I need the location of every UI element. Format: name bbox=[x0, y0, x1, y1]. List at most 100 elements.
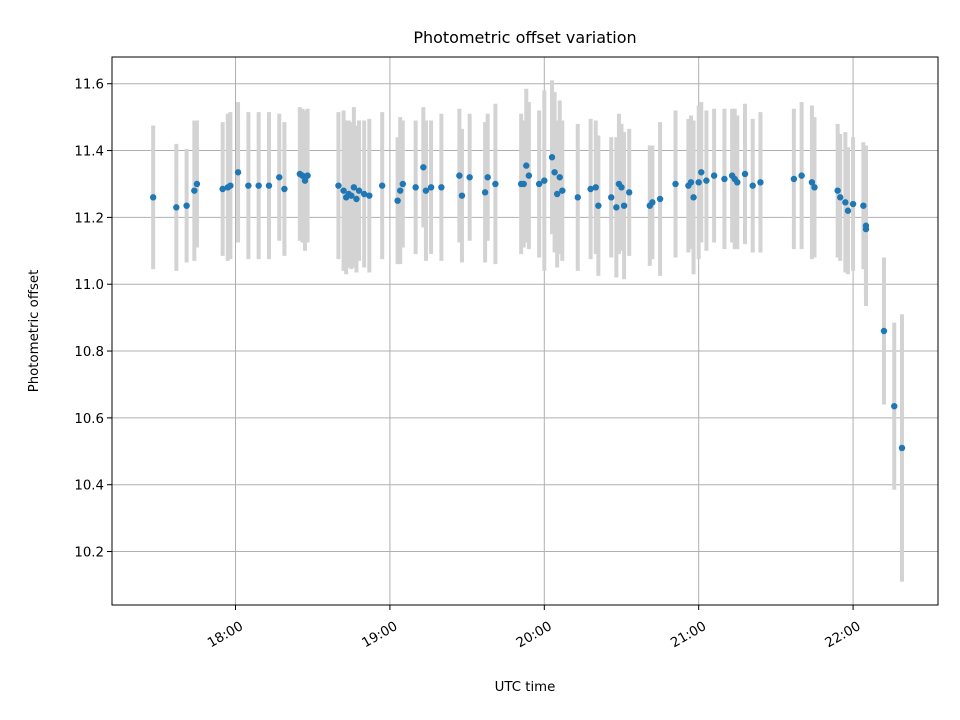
data-point bbox=[301, 177, 309, 184]
y-tick-label: 11.4 bbox=[74, 145, 104, 160]
data-point bbox=[734, 179, 741, 186]
data-point bbox=[548, 154, 556, 161]
data-point bbox=[849, 200, 857, 208]
data-point bbox=[837, 194, 844, 201]
data-point bbox=[592, 184, 599, 191]
data-point bbox=[698, 169, 705, 176]
data-point bbox=[245, 182, 252, 189]
data-point bbox=[613, 204, 620, 211]
data-point bbox=[255, 182, 262, 189]
x-axis-label: UTC time bbox=[495, 680, 556, 695]
data-point bbox=[587, 185, 594, 193]
data-point bbox=[183, 202, 190, 209]
data-point bbox=[149, 194, 157, 201]
data-point bbox=[340, 187, 347, 194]
data-point bbox=[276, 174, 283, 181]
data-point bbox=[350, 184, 358, 191]
y-axis-label: Photometric offset bbox=[27, 270, 42, 393]
data-point bbox=[860, 202, 867, 209]
y-tick-label: 10.2 bbox=[74, 546, 104, 561]
data-point bbox=[458, 192, 466, 199]
data-point bbox=[355, 187, 363, 194]
data-point bbox=[353, 195, 360, 203]
data-point bbox=[551, 169, 558, 176]
data-point bbox=[620, 202, 628, 209]
data-point bbox=[574, 194, 581, 201]
data-point bbox=[703, 177, 710, 184]
data-point bbox=[842, 199, 849, 206]
data-point bbox=[348, 192, 355, 199]
data-point bbox=[608, 194, 615, 201]
data-point bbox=[690, 194, 697, 201]
data-point bbox=[227, 182, 234, 189]
y-tick-label: 11.6 bbox=[74, 78, 104, 93]
data-point bbox=[399, 180, 406, 188]
y-tick-label: 11.2 bbox=[74, 211, 104, 226]
data-point bbox=[880, 327, 888, 335]
data-point bbox=[193, 180, 201, 188]
data-point bbox=[695, 179, 702, 186]
data-point bbox=[808, 179, 816, 186]
data-point bbox=[626, 189, 633, 196]
data-point bbox=[595, 202, 602, 209]
data-point bbox=[687, 179, 695, 186]
data-point bbox=[553, 190, 561, 198]
data-point bbox=[481, 189, 489, 196]
data-layer bbox=[149, 80, 906, 582]
data-point bbox=[525, 172, 533, 179]
data-point bbox=[412, 184, 419, 191]
plot-frame bbox=[111, 56, 939, 606]
data-point bbox=[798, 172, 805, 179]
data-point bbox=[191, 187, 198, 194]
data-point bbox=[891, 402, 898, 410]
y-tick-label: 10.8 bbox=[74, 345, 104, 360]
data-point bbox=[173, 204, 180, 211]
data-point bbox=[396, 187, 404, 194]
data-point bbox=[834, 187, 841, 194]
data-point bbox=[466, 174, 473, 181]
data-point bbox=[394, 197, 401, 204]
data-point bbox=[484, 174, 491, 181]
data-point bbox=[749, 182, 756, 189]
data-point bbox=[862, 222, 870, 229]
data-point bbox=[234, 169, 242, 176]
data-point bbox=[427, 184, 435, 191]
data-point bbox=[219, 185, 226, 193]
data-point bbox=[541, 177, 548, 184]
chart-title: Photometric offset variation bbox=[413, 28, 636, 47]
y-tick-label: 10.4 bbox=[74, 479, 104, 494]
data-point bbox=[492, 180, 499, 188]
data-point bbox=[265, 182, 273, 189]
data-point bbox=[299, 172, 306, 179]
y-tick-label: 11.0 bbox=[74, 278, 104, 293]
data-point bbox=[844, 207, 852, 214]
data-point bbox=[721, 175, 728, 183]
data-point bbox=[378, 182, 386, 189]
data-point bbox=[559, 187, 566, 194]
data-point bbox=[618, 184, 625, 191]
data-point bbox=[304, 172, 311, 179]
data-point bbox=[281, 185, 288, 193]
data-point bbox=[366, 192, 373, 199]
data-point bbox=[757, 179, 764, 186]
data-point bbox=[790, 175, 798, 183]
data-point bbox=[335, 182, 342, 189]
data-point bbox=[420, 164, 427, 171]
data-point bbox=[656, 195, 664, 203]
data-point bbox=[520, 180, 527, 188]
data-point bbox=[422, 187, 430, 194]
data-point bbox=[360, 190, 368, 198]
data-point bbox=[710, 172, 718, 179]
data-point bbox=[649, 199, 656, 206]
data-point bbox=[556, 174, 563, 181]
data-point bbox=[898, 444, 906, 452]
data-point bbox=[811, 184, 818, 191]
y-tick-label: 10.6 bbox=[74, 412, 104, 427]
data-point bbox=[672, 180, 679, 188]
data-point bbox=[523, 162, 530, 169]
data-point bbox=[535, 180, 543, 188]
data-point bbox=[438, 184, 445, 191]
data-point bbox=[741, 170, 749, 178]
